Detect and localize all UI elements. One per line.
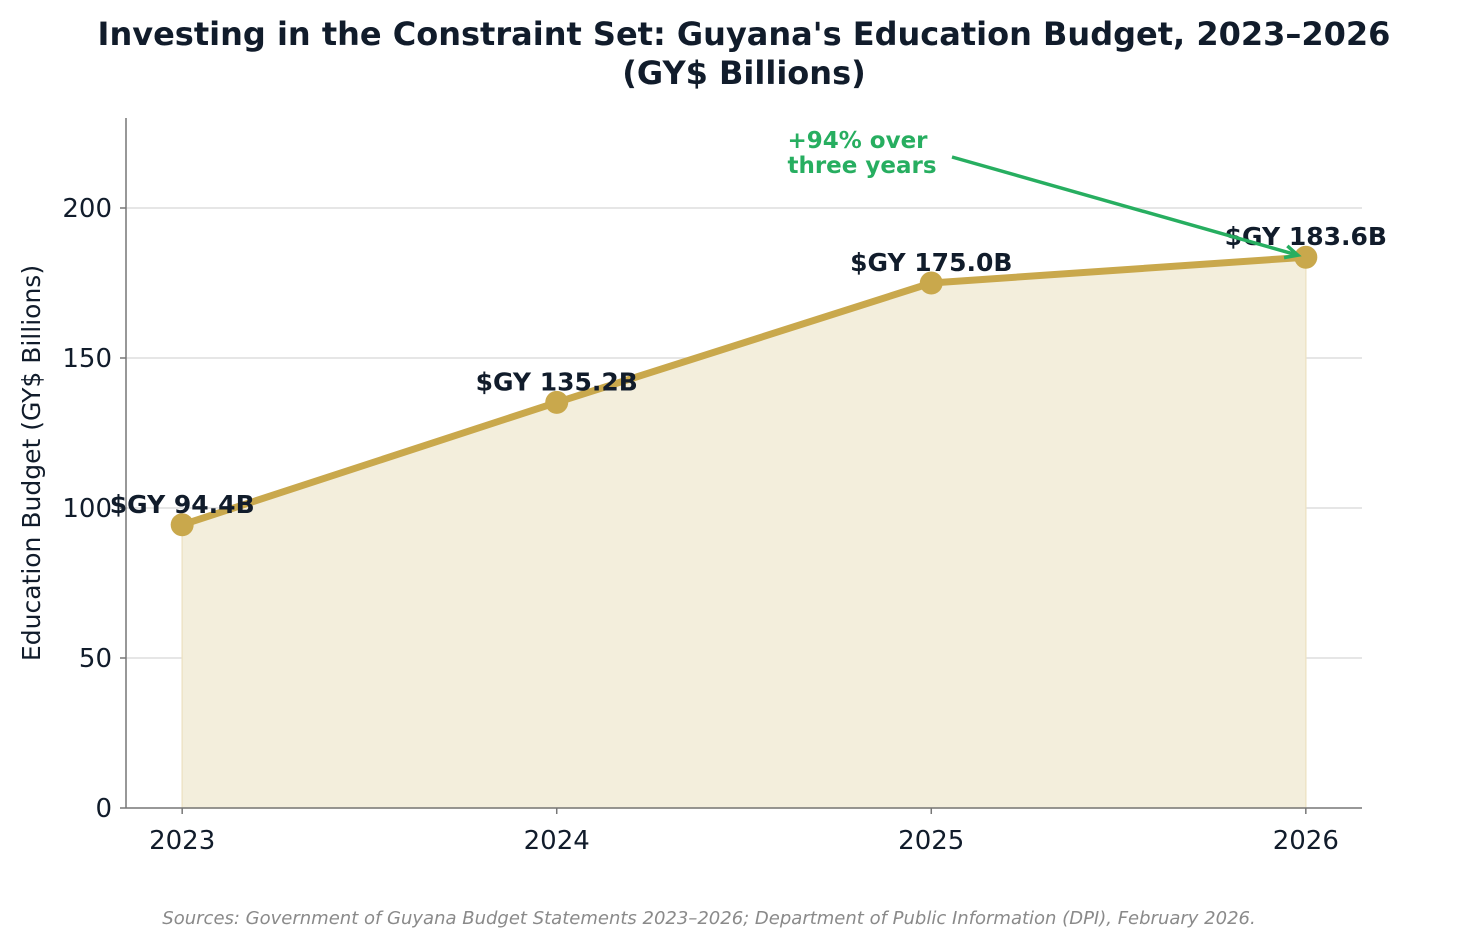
data-labels: $GY 94.4B $GY 135.2B $GY 175.0B $GY 183.6B <box>110 222 1387 519</box>
x-tick-label: 2024 <box>524 826 590 856</box>
arrow-head-icon <box>1283 244 1302 260</box>
data-label: $GY 135.2B <box>476 367 638 396</box>
data-label: $GY 94.4B <box>110 490 255 519</box>
y-tick-label: 100 <box>62 494 112 524</box>
y-tick-label: 50 <box>79 644 112 674</box>
data-point <box>170 513 194 537</box>
data-point <box>919 271 943 295</box>
x-tick-label: 2025 <box>898 826 964 856</box>
data-label: $GY 175.0B <box>850 248 1012 277</box>
annotation-text: three years <box>787 153 936 179</box>
annotation-text: +94% over <box>787 128 928 154</box>
series-layer <box>170 245 1318 537</box>
data-point <box>1294 245 1318 269</box>
chart-title: Investing in the Constraint Set: Guyana'… <box>98 15 1391 53</box>
series-line <box>181 253 1307 529</box>
data-label: $GY 183.6B <box>1225 222 1387 251</box>
x-tick-label: 2023 <box>149 826 215 856</box>
y-tick-label: 0 <box>95 794 112 824</box>
axes: 0 50 100 150 200 2023 2024 2025 2026 <box>62 118 1362 856</box>
y-axis-label: Education Budget (GY$ Billions) <box>17 265 46 661</box>
chart-subtitle: (GY$ Billions) <box>622 54 865 92</box>
x-tick-label: 2026 <box>1273 826 1339 856</box>
source-note: Sources: Government of Guyana Budget Sta… <box>162 908 1255 929</box>
annotation-arrow <box>951 155 1299 257</box>
y-tick-label: 200 <box>62 194 112 224</box>
data-point <box>545 390 569 414</box>
y-tick-label: 150 <box>62 344 112 374</box>
